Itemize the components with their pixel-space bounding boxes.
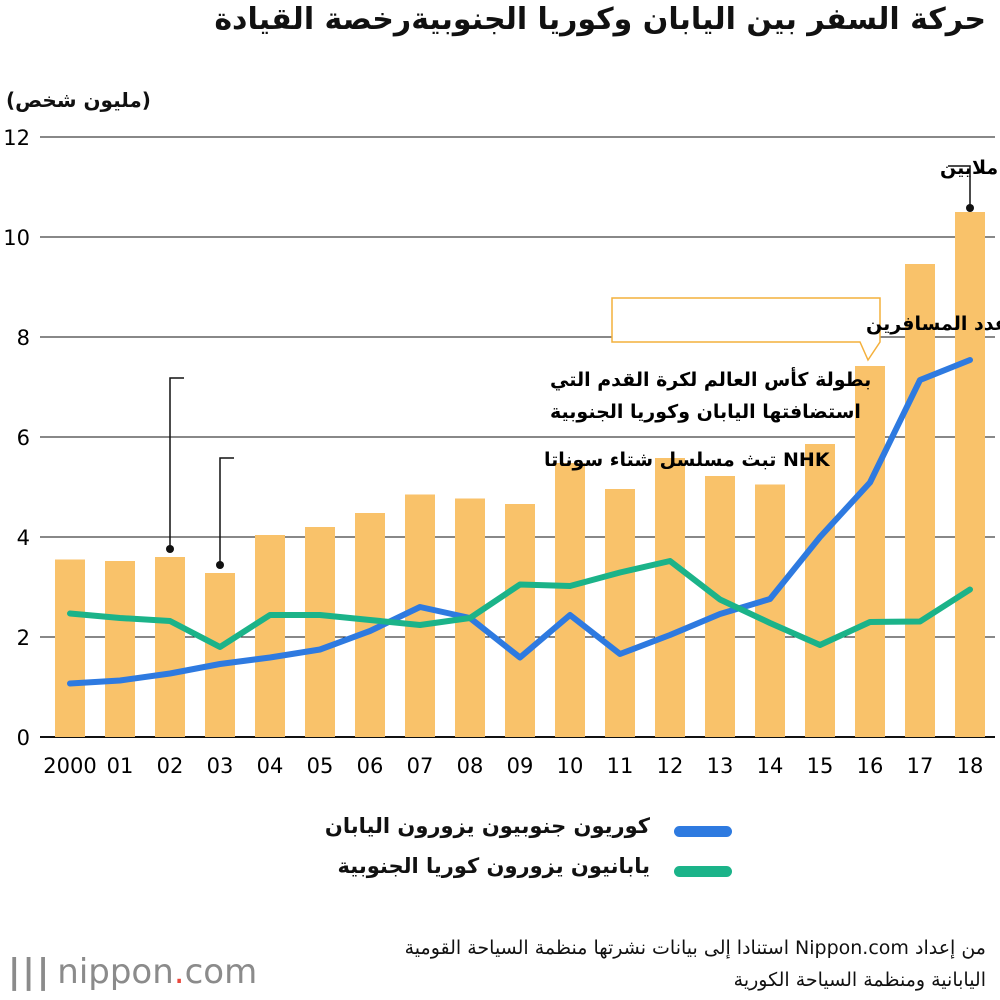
- legend-swatch-green: [674, 866, 732, 877]
- bar: [305, 527, 335, 737]
- y-tick-label: 12: [3, 126, 30, 150]
- x-tick-label: 14: [757, 754, 784, 778]
- nippon-logo: ||| nippon.com: [8, 952, 257, 992]
- x-tick-label: 06: [357, 754, 384, 778]
- x-tick-labels: 2000 01 02 03 04 05 06 07 08 09 10 11 12 13 14 15 16 17 18: [43, 754, 983, 778]
- bar: [605, 489, 635, 737]
- series-lines: [67, 357, 973, 687]
- annotation-leader-line: [219, 457, 234, 563]
- y-axis-unit-label: (مليون شخص): [6, 88, 151, 112]
- x-tick-label: 16: [857, 754, 884, 778]
- x-tick-label: 13: [707, 754, 734, 778]
- logo-suffix: com: [184, 952, 258, 992]
- bar: [805, 444, 835, 737]
- bar: [55, 559, 85, 737]
- x-tick-label: 12: [657, 754, 684, 778]
- y-tick-label: 6: [17, 426, 30, 450]
- annotation-leader-line: [169, 377, 184, 547]
- annotation-dot: [966, 204, 974, 212]
- x-tick-label: 02: [157, 754, 184, 778]
- bar: [905, 264, 935, 737]
- annotation-winter-sonata: NHK تبث مسلسل شتاء سوناتا: [544, 449, 831, 471]
- bar: [255, 535, 285, 737]
- annotation-world-cup-line-2: استضافتها اليابان وكوريا الجنوبية: [550, 401, 861, 423]
- x-tick-label: 2000: [43, 754, 96, 778]
- y-tick-label: 2: [17, 626, 30, 650]
- bar: [155, 557, 185, 737]
- bar: [955, 212, 985, 737]
- bar: [855, 366, 885, 737]
- bar-legend-callout-box: [611, 297, 881, 362]
- bar: [555, 463, 585, 737]
- annotation-dot: [166, 545, 174, 553]
- x-tick-label: 10: [557, 754, 584, 778]
- logo-dot: .: [173, 952, 185, 992]
- x-tick-label: 15: [807, 754, 834, 778]
- x-tick-label: 18: [957, 754, 984, 778]
- x-tick-label: 03: [207, 754, 234, 778]
- bar: [205, 573, 235, 737]
- y-tick-label: 10: [3, 226, 30, 250]
- source-note: من إعداد Nippon.com استنادا إلى بيانات ن…: [405, 932, 986, 996]
- legend-label: يابانيون يزورون كوريا الجنوبية: [337, 854, 650, 878]
- x-tick-label: 05: [307, 754, 334, 778]
- bar: [655, 458, 685, 737]
- series-line-japanese-visitors: [67, 558, 973, 650]
- bars: [55, 212, 985, 737]
- chart-title: حركة السفر بين اليابان وكوريا الجنوبيةرخ…: [214, 2, 986, 37]
- bar: [405, 494, 435, 737]
- bar-legend-callout-label: إجمالي عدد المسافرين: [866, 313, 1000, 335]
- legend-swatch-blue: [674, 826, 732, 837]
- legend-item-korean-visitors: كوريون جنوبيون يزورون اليابان: [300, 810, 740, 850]
- x-tick-label: 07: [407, 754, 434, 778]
- source-line-2: اليابانية ومنظمة السياحة الكورية: [733, 969, 986, 991]
- x-tick-label: 09: [507, 754, 534, 778]
- annotation-world-cup-line-1: بطولة كأس العالم لكرة القدم التي: [550, 367, 871, 391]
- legend-label: كوريون جنوبيون يزورون اليابان: [324, 814, 650, 838]
- x-tick-label: 04: [257, 754, 284, 778]
- logo-name: nippon: [57, 952, 174, 992]
- annotation-dot: [216, 561, 224, 569]
- x-tick-label: 17: [907, 754, 934, 778]
- legend-item-japanese-visitors: يابانيون يزورون كوريا الجنوبية: [300, 850, 740, 890]
- y-tick-label: 8: [17, 326, 30, 350]
- nippon-logo-icon: |||: [8, 952, 52, 992]
- source-line-1: من إعداد Nippon.com استنادا إلى بيانات ن…: [404, 937, 986, 959]
- y-tick-label: 0: [17, 726, 30, 750]
- bar: [105, 561, 135, 737]
- x-tick-label: 01: [107, 754, 134, 778]
- bar: [755, 484, 785, 737]
- y-tick-labels: 0 2 4 6 8 10 12: [3, 126, 30, 750]
- y-tick-label: 4: [17, 526, 30, 550]
- annotations: إجمالي عدد المسافرين سنويا يتجاوز 10 ملا…: [166, 157, 1000, 569]
- series-line-korean-visitors: [67, 357, 973, 687]
- annotation-leader-line: [948, 165, 971, 206]
- x-tick-label: 08: [457, 754, 484, 778]
- x-tick-label: 11: [607, 754, 634, 778]
- bar: [505, 504, 535, 737]
